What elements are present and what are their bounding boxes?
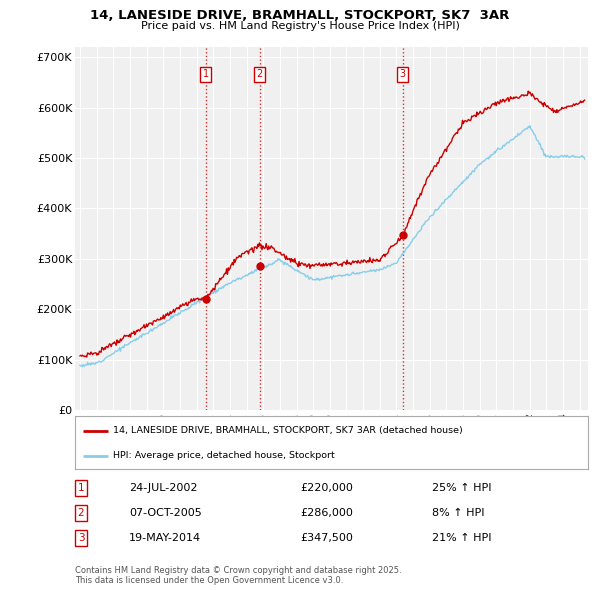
- Text: HPI: Average price, detached house, Stockport: HPI: Average price, detached house, Stoc…: [113, 451, 335, 460]
- Text: 1: 1: [203, 70, 209, 80]
- Text: 07-OCT-2005: 07-OCT-2005: [129, 508, 202, 518]
- Text: £347,500: £347,500: [300, 533, 353, 543]
- Text: 25% ↑ HPI: 25% ↑ HPI: [432, 483, 491, 493]
- Text: £286,000: £286,000: [300, 508, 353, 518]
- Text: 14, LANESIDE DRIVE, BRAMHALL, STOCKPORT, SK7  3AR: 14, LANESIDE DRIVE, BRAMHALL, STOCKPORT,…: [91, 9, 509, 22]
- Text: £220,000: £220,000: [300, 483, 353, 493]
- Text: 2: 2: [77, 508, 85, 518]
- Text: 2: 2: [256, 70, 263, 80]
- Text: 1: 1: [77, 483, 85, 493]
- Text: 8% ↑ HPI: 8% ↑ HPI: [432, 508, 485, 518]
- Text: 3: 3: [77, 533, 85, 543]
- Text: 14, LANESIDE DRIVE, BRAMHALL, STOCKPORT, SK7 3AR (detached house): 14, LANESIDE DRIVE, BRAMHALL, STOCKPORT,…: [113, 427, 463, 435]
- Text: 19-MAY-2014: 19-MAY-2014: [129, 533, 201, 543]
- Text: 24-JUL-2002: 24-JUL-2002: [129, 483, 197, 493]
- Text: 3: 3: [400, 70, 406, 80]
- Text: 21% ↑ HPI: 21% ↑ HPI: [432, 533, 491, 543]
- Text: Price paid vs. HM Land Registry's House Price Index (HPI): Price paid vs. HM Land Registry's House …: [140, 21, 460, 31]
- Text: Contains HM Land Registry data © Crown copyright and database right 2025.
This d: Contains HM Land Registry data © Crown c…: [75, 566, 401, 585]
